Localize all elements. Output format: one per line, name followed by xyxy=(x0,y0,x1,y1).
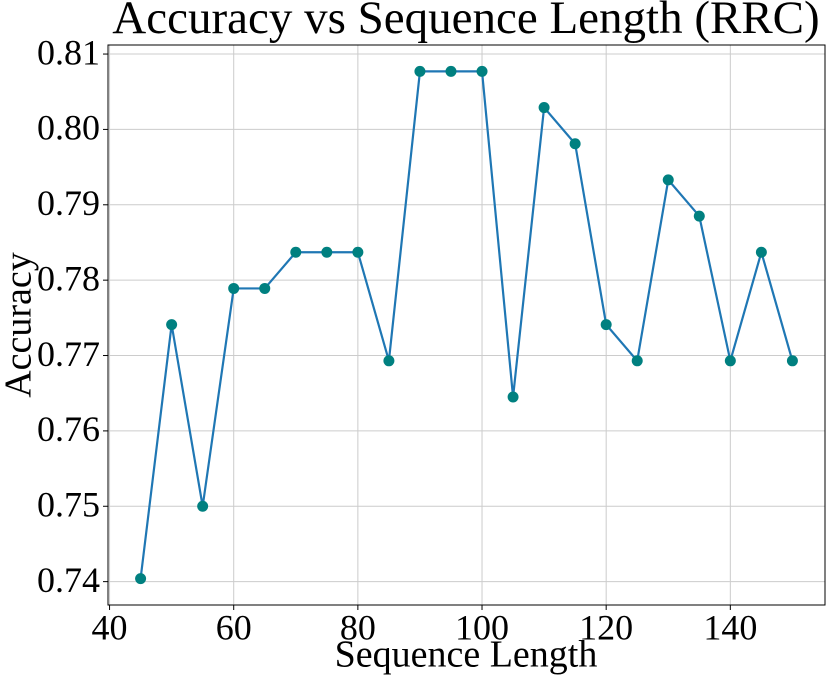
marker xyxy=(228,282,240,294)
marker xyxy=(662,174,674,186)
line xyxy=(139,70,794,579)
y-axis-label: Accuracy xyxy=(0,252,40,398)
marker xyxy=(321,246,333,258)
marker xyxy=(538,102,550,114)
x-tick-label: 120 xyxy=(579,607,633,647)
marker xyxy=(259,282,271,294)
marker xyxy=(507,391,519,403)
y-tick-label: 0.77 xyxy=(37,334,100,374)
marker xyxy=(693,210,705,222)
marker xyxy=(290,246,302,258)
marker xyxy=(445,65,457,77)
x-tick-label: 100 xyxy=(455,607,509,647)
marker xyxy=(600,319,612,331)
x-tick-label: 140 xyxy=(703,607,757,647)
marker xyxy=(352,246,364,258)
marker xyxy=(383,355,395,367)
x-axis-label: Sequence Length xyxy=(335,634,598,676)
plot-frame xyxy=(107,44,826,606)
x-tick-label: 40 xyxy=(92,607,128,647)
marker xyxy=(166,319,178,331)
y-tick-label: 0.81 xyxy=(37,32,100,72)
marker xyxy=(724,355,736,367)
marker xyxy=(755,246,767,258)
y-tick-label: 0.80 xyxy=(37,108,100,148)
y-tick-label: 0.78 xyxy=(37,258,100,298)
marker xyxy=(631,355,643,367)
marker xyxy=(197,500,209,512)
marker xyxy=(135,573,147,585)
marker xyxy=(476,65,488,77)
marker xyxy=(569,138,581,150)
marker xyxy=(786,355,798,367)
y-tick-label: 0.75 xyxy=(37,485,100,525)
marker xyxy=(414,65,426,77)
y-tick-label: 0.74 xyxy=(37,560,100,600)
y-tick-label: 0.76 xyxy=(37,409,100,449)
x-tick-label: 80 xyxy=(340,607,376,647)
x-tick-label: 60 xyxy=(216,607,252,647)
chart-title: Accuracy vs Sequence Length (RRC) xyxy=(112,0,819,44)
y-tick-label: 0.79 xyxy=(37,183,100,223)
